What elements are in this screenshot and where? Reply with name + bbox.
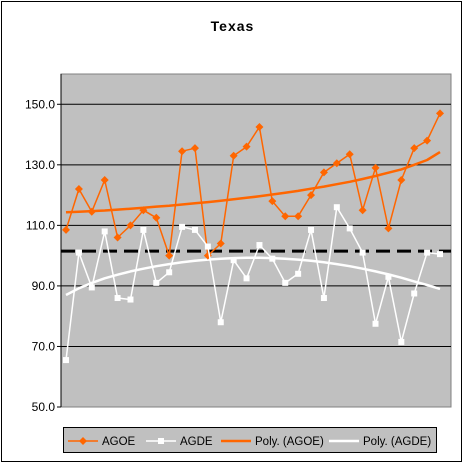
data-point-agde	[282, 279, 289, 286]
data-point-agde	[217, 319, 224, 326]
data-point-agoe	[319, 168, 328, 177]
y-axis: 50.0 70.0 90.0 110.0 130.0 150.0	[25, 74, 62, 414]
data-point-agde	[179, 223, 186, 230]
legend-label-poly-agoe: Poly. (AGOE)	[255, 436, 324, 448]
data-point-agoe	[268, 197, 277, 206]
y-tick-label: 110.0	[26, 218, 55, 232]
legend-label-agoe: AGOE	[102, 436, 136, 448]
legend-item-poly-agde: Poly. (AGDE)	[329, 436, 431, 448]
data-point-agde	[140, 226, 147, 233]
legend-marker-agde	[158, 438, 164, 444]
data-point-agde	[385, 273, 392, 280]
data-point-agoe	[152, 213, 161, 222]
data-point-agoe	[87, 207, 96, 216]
data-point-agde	[204, 243, 211, 250]
legend: AGOE AGDE Poly. (AGOE) Poly. (AGDE)	[63, 427, 437, 453]
data-point-agoe	[332, 159, 341, 168]
data-point-agde	[308, 226, 315, 233]
data-point-agoe	[100, 175, 109, 184]
data-point-agde	[256, 242, 263, 249]
legend-item-poly-agoe: Poly. (AGOE)	[221, 436, 324, 448]
data-point-agde	[166, 269, 173, 276]
y-tick-label: 130.0	[25, 158, 55, 172]
data-point-agde	[437, 251, 443, 258]
data-point-agoe	[62, 225, 70, 234]
data-point-agde	[230, 257, 237, 264]
data-point-agoe	[126, 221, 135, 230]
legend-item-agoe: AGOE	[68, 436, 136, 448]
data-point-agoe	[384, 224, 393, 233]
data-point-agde	[398, 338, 405, 345]
data-point-agde	[346, 225, 353, 232]
data-point-agoe	[423, 136, 432, 145]
data-point-agoe	[229, 151, 238, 160]
data-point-agoe	[436, 109, 444, 118]
y-tick-label: 150.0	[25, 97, 55, 111]
data-point-agde	[153, 279, 160, 286]
data-point-agde	[269, 255, 276, 262]
data-point-agoe	[410, 144, 419, 153]
data-point-agoe	[216, 239, 225, 248]
series-group	[62, 109, 444, 364]
data-point-agoe	[242, 142, 251, 151]
data-point-agde	[372, 320, 379, 327]
data-point-agde	[75, 249, 82, 256]
legend-marker-agoe	[79, 437, 87, 445]
y-tick-label: 50.0	[32, 400, 56, 414]
data-point-agoe	[307, 191, 316, 200]
data-point-agde	[424, 249, 431, 256]
data-point-agoe	[345, 150, 354, 159]
data-point-agde	[127, 296, 134, 303]
data-point-agoe	[178, 147, 187, 156]
data-point-agoe	[113, 233, 122, 242]
data-point-agoe	[397, 175, 406, 184]
plot-area	[60, 73, 452, 408]
legend-item-agde: AGDE	[146, 436, 213, 448]
data-point-agde	[243, 275, 250, 282]
legend-label-poly-agde: Poly. (AGDE)	[363, 436, 431, 448]
data-point-agoe	[281, 212, 290, 221]
data-point-agoe	[371, 163, 380, 172]
data-point-agde	[101, 228, 108, 235]
data-point-agde	[191, 226, 198, 233]
data-point-agde	[411, 290, 418, 297]
chart-title: Texas	[210, 18, 255, 34]
data-point-agde	[88, 284, 95, 291]
data-point-agoe	[139, 206, 148, 215]
data-point-agoe	[358, 206, 367, 215]
data-point-agde	[320, 295, 327, 302]
data-point-agoe	[190, 144, 199, 153]
data-point-agoe	[74, 185, 83, 194]
y-tick-label: 90.0	[32, 279, 56, 293]
series-line-agoe	[65, 113, 441, 257]
legend-label-agde: AGDE	[180, 436, 213, 448]
legend-svg: AGOE AGDE Poly. (AGOE) Poly. (AGDE)	[68, 436, 431, 448]
data-point-agoe	[255, 122, 264, 131]
series-line-poly-agde	[65, 256, 441, 297]
data-point-agoe	[165, 251, 174, 260]
data-point-agde	[333, 204, 340, 211]
data-point-agde	[63, 357, 69, 364]
data-point-agoe	[294, 212, 303, 221]
data-point-agde	[114, 295, 121, 302]
data-point-agde	[359, 249, 366, 256]
data-point-agde	[295, 270, 302, 277]
y-tick-label: 70.0	[32, 339, 56, 353]
